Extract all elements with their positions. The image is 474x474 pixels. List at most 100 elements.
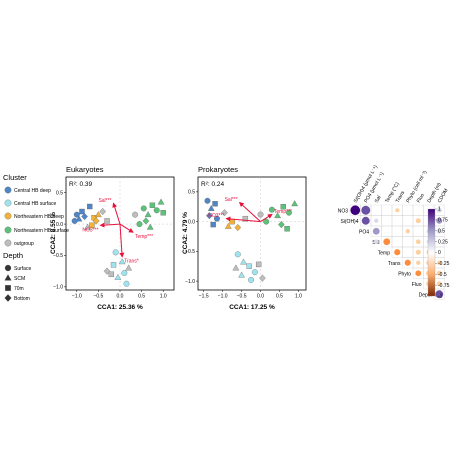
corr-row-label: PO4: [359, 229, 369, 235]
corr-circle: [350, 205, 361, 216]
data-point: [87, 203, 93, 210]
corr-circle: [435, 290, 444, 299]
legend-cluster-label: Northeastern HB deep: [14, 214, 64, 220]
data-point: [210, 221, 216, 228]
corr-circle: [436, 270, 442, 276]
colorbar-label: -0.5: [438, 272, 447, 278]
legend-depth-label: SCM: [14, 276, 25, 282]
corr-grid-cell: [402, 236, 414, 248]
data-point: [255, 261, 262, 268]
corr-grid-cell: [381, 225, 393, 237]
biplot-arrow: [238, 201, 261, 222]
corr-row-label: Si(OH)4: [340, 219, 358, 225]
data-point: [136, 221, 143, 228]
corr-grid-cell: [391, 236, 403, 248]
data-point: [99, 207, 107, 216]
corr-circle: [373, 239, 379, 245]
colorbar-label: 0.25: [438, 239, 448, 245]
corr-circle: [436, 217, 443, 224]
colorbar-label: -0.75: [438, 283, 450, 289]
legend-swatch-3: [4, 226, 12, 234]
x-tick-label: 1.0: [160, 294, 167, 300]
biplot-arrow: [99, 222, 121, 228]
data-point: [104, 218, 110, 224]
corr-grid-cell: [370, 204, 382, 216]
prokaryotes-r2: R²: 0.24: [201, 181, 225, 188]
data-point: [212, 201, 218, 207]
legend-depth-label: 70m: [14, 286, 24, 292]
data-point: [207, 204, 215, 211]
corr-circle: [436, 228, 442, 234]
legend-swatch-0: [4, 186, 12, 194]
corr-circle: [415, 239, 421, 245]
arrow-label: NO3***: [82, 227, 98, 233]
data-point: [291, 200, 298, 207]
legend-depth-triangle-icon: [4, 274, 12, 281]
prokaryotes-xlabel: CCA1: 17.25 %: [229, 304, 275, 311]
corr-row-label: NO3: [338, 208, 349, 214]
x-tick-label: −1.0: [72, 294, 82, 300]
data-point: [234, 223, 242, 232]
biplot-arrow: [112, 202, 121, 225]
x-tick-label: 0.0: [257, 294, 264, 300]
corr-circle: [361, 205, 371, 215]
eukaryotes-title: Eukaryotes: [66, 165, 104, 174]
corr-circle: [405, 229, 410, 234]
y-tick-label: 0.5: [56, 190, 63, 196]
legend-cluster-label: Central HB surface: [14, 201, 56, 207]
legend-depth-diamond-icon: [4, 294, 12, 302]
data-point: [114, 273, 122, 280]
data-point: [110, 262, 117, 268]
x-tick-label: 0.5: [276, 294, 283, 300]
x-tick-label: 0.0: [117, 294, 124, 300]
data-point: [81, 212, 88, 221]
corr-row-label: Fluo: [412, 282, 422, 288]
data-point: [103, 267, 111, 275]
corr-circle: [415, 249, 421, 255]
legend-swatch-1: [4, 199, 12, 207]
data-point: [84, 223, 91, 230]
corr-circle: [436, 207, 442, 213]
legend-cluster-label: Northeastern HB surface: [14, 228, 69, 234]
y-tick-label: 0.0: [56, 222, 63, 228]
legend-depth-square-icon: [5, 285, 11, 291]
prokaryotes-panel: Prokaryotes R²: 0.24 −1.5 −1.0 −0.5 0.0 0.5 1…: [182, 165, 307, 311]
biplot-arrow: [119, 223, 134, 233]
arrow-label: Sal***: [98, 198, 111, 204]
legend-depth-label: Bottom: [14, 296, 30, 302]
data-point: [242, 215, 249, 222]
y-tick-label: −1.0: [185, 279, 195, 285]
x-tick-label: −1.0: [218, 294, 228, 300]
data-point: [234, 251, 241, 258]
data-point: [206, 212, 213, 220]
data-point: [221, 209, 228, 217]
data-point: [142, 217, 150, 225]
arrow-label: Trans*: [124, 259, 139, 265]
legend-cluster-title: Cluster: [3, 173, 27, 182]
data-point: [92, 217, 100, 225]
corr-col-label: Trans: [395, 190, 407, 204]
x-tick-label: −0.5: [237, 294, 247, 300]
corr-circle: [372, 227, 380, 235]
data-point: [204, 197, 211, 204]
corr-col-label: Fluo: [416, 192, 426, 204]
colorbar-label: 0.5: [438, 228, 445, 234]
corr-circle: [416, 260, 421, 265]
data-point: [132, 211, 139, 218]
corr-circle: [383, 238, 391, 246]
data-point: [240, 258, 247, 265]
corr-circle: [395, 208, 400, 213]
biplot-arrow: [260, 213, 273, 223]
x-tick-label: 0.5: [138, 294, 145, 300]
data-point: [140, 205, 147, 212]
data-point: [285, 209, 292, 216]
data-point: [284, 226, 290, 232]
colorbar: [427, 208, 436, 297]
data-point: [146, 223, 154, 230]
corr-row-label: Depth: [419, 292, 433, 298]
data-point: [246, 263, 252, 269]
legend-depth-title: Depth: [3, 251, 23, 260]
arrow-label: Sal***: [225, 197, 238, 203]
data-point: [251, 269, 258, 276]
data-point: [263, 218, 270, 225]
